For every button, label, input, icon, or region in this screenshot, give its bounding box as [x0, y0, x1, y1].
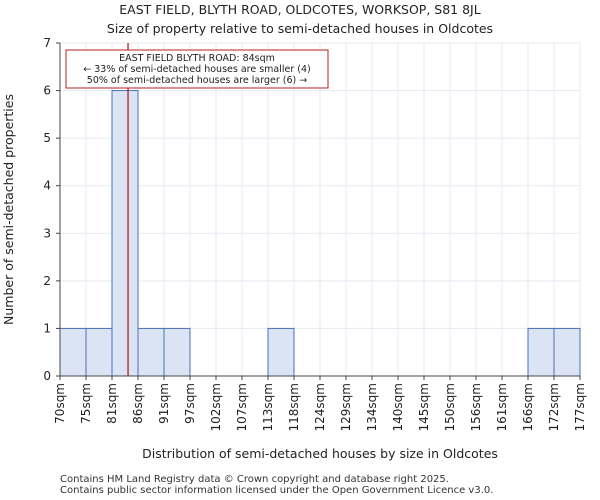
histogram-bar: [59, 327, 87, 377]
chart-subtitle: Size of property relative to semi-detach…: [106, 21, 494, 36]
y-tick-label: 4: [43, 179, 51, 193]
x-tick-label: 150sqm: [443, 383, 457, 431]
y-tick-label: 1: [43, 321, 51, 335]
x-tick-label: 91sqm: [157, 383, 171, 424]
annotation-text-line: 50% of semi-detached houses are larger (…: [87, 75, 307, 86]
x-tick-label: 118sqm: [287, 383, 301, 431]
x-tick-label: 70sqm: [53, 383, 67, 424]
footer-line-2: Contains public sector information licen…: [60, 485, 494, 496]
histogram-bar: [553, 327, 581, 377]
x-tick-label: 156sqm: [469, 383, 483, 431]
histogram-bar: [111, 90, 139, 377]
x-tick-label: 177sqm: [573, 383, 587, 431]
x-tick-label: 161sqm: [495, 383, 509, 431]
footer-line-1: Contains HM Land Registry data © Crown c…: [60, 474, 449, 485]
x-tick-label: 172sqm: [547, 383, 561, 431]
annotation-box: [65, 49, 329, 89]
histogram-bar: [527, 327, 555, 377]
x-tick-label: 145sqm: [417, 383, 431, 431]
x-tick-label: 86sqm: [131, 383, 145, 424]
y-axis-title: Number of semi-detached properties: [1, 94, 16, 325]
histogram-bar: [85, 327, 113, 377]
x-tick-label: 140sqm: [391, 383, 405, 431]
annotation-text-line: ← 33% of semi-detached houses are smalle…: [83, 64, 311, 75]
x-tick-label: 166sqm: [521, 383, 535, 431]
annotation-text-line: EAST FIELD BLYTH ROAD: 84sqm: [119, 53, 275, 64]
y-tick-label: 0: [43, 369, 51, 383]
histogram-bar: [267, 327, 295, 377]
x-tick-label: 124sqm: [313, 383, 327, 431]
x-tick-label: 129sqm: [339, 383, 353, 431]
x-tick-label: 102sqm: [209, 383, 223, 431]
y-tick-label: 6: [43, 84, 51, 98]
x-tick-label: 75sqm: [79, 383, 93, 424]
x-tick-label: 134sqm: [365, 383, 379, 431]
x-tick-label: 107sqm: [235, 383, 249, 431]
y-tick-label: 5: [43, 131, 51, 145]
x-axis-title: Distribution of semi-detached houses by …: [142, 446, 498, 461]
histogram-bar: [137, 327, 165, 377]
x-tick-label: 81sqm: [105, 383, 119, 424]
y-tick-label: 3: [43, 226, 51, 240]
x-tick-label: 113sqm: [261, 383, 275, 431]
histogram-bar: [163, 327, 191, 377]
x-tick-label: 97sqm: [183, 383, 197, 424]
chart-title: EAST FIELD, BLYTH ROAD, OLDCOTES, WORKSO…: [119, 2, 481, 17]
y-tick-label: 2: [43, 274, 51, 288]
y-tick-label: 7: [43, 36, 51, 50]
